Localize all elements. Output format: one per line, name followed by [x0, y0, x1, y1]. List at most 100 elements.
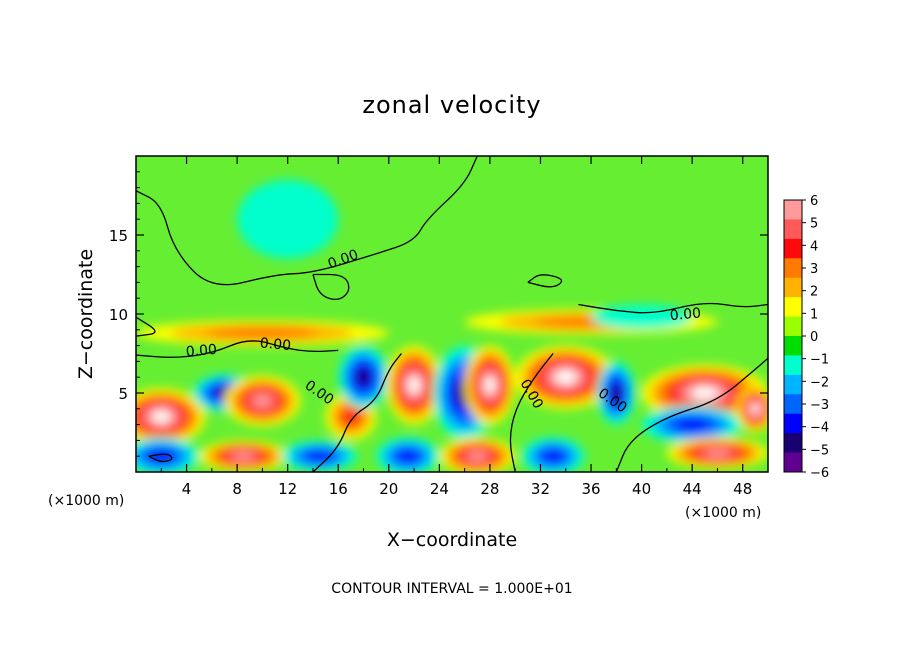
colorbar-swatch [784, 316, 802, 337]
colorbar-label: −6 [810, 466, 829, 481]
colorbar-swatch [784, 413, 802, 434]
zero-contour-line [312, 273, 350, 300]
zero-contour-line [615, 357, 768, 472]
zero-contour-line [578, 302, 768, 314]
velocity-cell [464, 345, 516, 425]
colorbar-label: 6 [810, 194, 818, 209]
plot-area: 0.000.00 0.000.00 0.00 0.000.00 [135, 155, 769, 473]
velocity-ring [408, 376, 420, 394]
y-tick-label: 10 [109, 306, 128, 324]
x-tick-label: 24 [430, 480, 449, 498]
chart-title: zonal velocity [362, 91, 541, 119]
velocity-cell [338, 345, 389, 409]
velocity-cell [736, 385, 768, 433]
velocity-ring [342, 408, 360, 425]
velocity-ring [542, 449, 565, 463]
velocity-ring [555, 370, 577, 384]
colorbar-swatch [784, 336, 802, 356]
zero-contour-line [527, 274, 563, 288]
colorbar-label: 3 [810, 262, 818, 277]
colorbar-swatch [784, 297, 802, 318]
velocity-ring [151, 410, 171, 423]
x-unit-left: (×1000 m) [48, 493, 124, 509]
colorbar-label: −1 [810, 353, 829, 368]
velocity-cell [521, 437, 585, 472]
velocity-cell [666, 437, 768, 469]
velocity-cell [515, 345, 617, 409]
x-tick-label: 28 [480, 480, 499, 498]
colorbar-label: 2 [810, 285, 818, 300]
colorbar-swatch [784, 258, 802, 279]
x-tick-label: 20 [379, 480, 398, 498]
zero-contour-line [312, 353, 402, 472]
velocity-cell [224, 375, 301, 427]
colorbar: 6 5 4 3 2 1 0 −1 −2 −3 −4 −5 −6 [783, 194, 829, 481]
velocity-ring [206, 327, 319, 339]
velocity-cell [325, 393, 377, 441]
velocity-cell [439, 437, 516, 472]
colorbar-swatch [784, 219, 802, 240]
x-tick-label: 48 [733, 480, 752, 498]
colorbar-swatch [784, 374, 802, 395]
colorbar-swatch [784, 200, 802, 220]
velocity-ring [484, 376, 496, 394]
velocity-cell [641, 405, 743, 444]
zero-contour-line [509, 353, 554, 472]
x-unit-right: (×1000 m) [685, 505, 761, 521]
velocity-cell [199, 440, 288, 472]
velocity-ring [232, 452, 255, 461]
x-tick-label: 44 [683, 480, 702, 498]
velocity-ring [356, 368, 371, 387]
zero-contour-line [136, 156, 478, 286]
y-tick-label: 15 [109, 227, 128, 245]
zero-contour-line [136, 340, 339, 358]
velocity-field [136, 179, 768, 472]
velocity-cell [136, 388, 206, 446]
contour-label: 0.00 [259, 335, 291, 354]
x-tick-label: 32 [531, 480, 550, 498]
velocity-cell [136, 320, 389, 346]
velocity-ring [256, 194, 319, 244]
colorbar-label: −3 [810, 398, 829, 413]
colorbar-label: −5 [810, 443, 829, 458]
colorbar-label: 1 [810, 307, 818, 322]
x-axis-label: X−coordinate [387, 529, 517, 551]
contour-label: 0.00 [669, 305, 701, 324]
y-axis-label: Z−coordinate [75, 249, 97, 379]
velocity-cell [597, 361, 636, 425]
contour-label: 0.00 [185, 342, 217, 361]
x-tick-label: 40 [632, 480, 651, 498]
contour-lines [136, 156, 768, 472]
x-axis: 4 8 12 16 20 24 28 32 36 40 44 48 [160, 156, 752, 498]
velocity-cell [281, 440, 358, 472]
colorbar-label: 5 [810, 217, 818, 232]
velocity-cell [376, 437, 440, 472]
velocity-cell [641, 364, 768, 422]
velocity-ring [674, 418, 710, 432]
velocity-ring [751, 403, 760, 414]
x-tick-label: 8 [232, 480, 242, 498]
x-tick-label: 12 [278, 480, 297, 498]
colorbar-swatch [784, 452, 802, 473]
velocity-ring [468, 451, 487, 461]
velocity-ring [396, 449, 419, 463]
colorbar-label: 0 [810, 330, 818, 345]
velocity-ring [610, 309, 673, 325]
colorbar-swatch [784, 277, 802, 298]
colorbar-swatch [784, 355, 802, 376]
contour-interval-note: CONTOUR INTERVAL = 1.000E+01 [331, 581, 572, 597]
velocity-ring [705, 449, 730, 457]
velocity-ring [691, 387, 719, 399]
velocity-cell [237, 179, 339, 259]
colorbar-swatch [784, 433, 802, 454]
colorbar-label: 4 [810, 239, 818, 254]
velocity-ring [610, 383, 622, 403]
colorbar-swatch [784, 394, 802, 415]
x-tick-label: 4 [182, 480, 192, 498]
y-axis: 5 10 15 [109, 171, 768, 457]
velocity-ring [253, 394, 272, 408]
colorbar-label: −2 [810, 375, 829, 390]
colorbar-swatch [784, 238, 802, 259]
x-tick-label: 16 [329, 480, 348, 498]
